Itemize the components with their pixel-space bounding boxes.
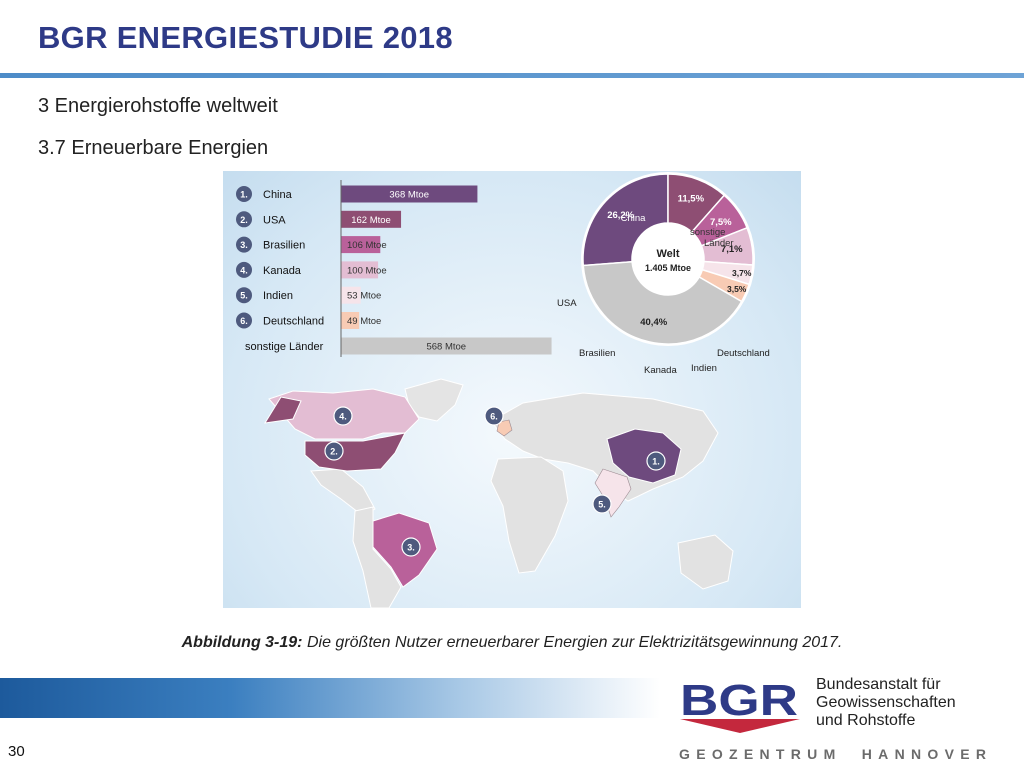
- bar-category-label: China: [263, 189, 293, 201]
- geozentrum-word: GEOZENTRUM: [679, 746, 842, 762]
- donut-center-value: 1.405 Mtoe: [645, 263, 691, 273]
- map-rank-marker: [333, 406, 353, 426]
- page-number: 30: [8, 743, 25, 760]
- slice-percent-label: 11,5%: [678, 194, 705, 205]
- map-rank-number: 3.: [407, 543, 415, 553]
- map-china: [606, 428, 682, 484]
- map-germany: [496, 419, 513, 437]
- map-rank-number: 4.: [339, 412, 347, 422]
- figure-svg: 1. China 368 Mtoe 2. USA 162 Mtoe 3. Brasilien 1…: [236, 172, 770, 608]
- slice-percent-label: 3,5%: [727, 284, 747, 294]
- bar-value-label: 106 Mtoe: [347, 240, 387, 251]
- slice-percent-label: 7,1%: [721, 244, 743, 255]
- bar: [341, 210, 402, 228]
- rank-badge: [236, 211, 252, 228]
- slice-percent-label: 7,5%: [710, 217, 732, 228]
- donut-outer-label: Länder: [704, 238, 734, 249]
- rank-number: 6.: [240, 316, 248, 326]
- geozentrum-hannover: GEOZENTRUM HANNOVER: [679, 746, 992, 762]
- rank-number: 5.: [240, 291, 248, 301]
- map-rank-number: 1.: [652, 457, 660, 467]
- donut-outer-label: Deutschland: [717, 348, 770, 359]
- hannover-word: HANNOVER: [861, 746, 993, 762]
- map-rank-marker: [401, 537, 421, 557]
- bar-value-label: 568 Mtoe: [426, 342, 466, 353]
- bar-category-label: Indien: [263, 290, 293, 302]
- bar-category-label: Kanada: [263, 265, 302, 277]
- donut-outer-label: China: [621, 213, 647, 224]
- map-india: [594, 468, 632, 518]
- bar-value-label: 53 Mtoe: [347, 291, 381, 302]
- map-alaska: [264, 396, 302, 424]
- section-heading: 3 Energierohstoffe weltweit: [38, 95, 278, 117]
- figure-panel: 1. China 368 Mtoe 2. USA 162 Mtoe 3. Brasilien 1…: [223, 171, 801, 608]
- institute-name: Bundesanstalt für Geowissenschaften und …: [816, 676, 956, 730]
- rank-number: 1.: [240, 190, 248, 200]
- map-south-america-rest: [352, 506, 402, 608]
- donut-outer-label: USA: [557, 298, 577, 309]
- rank-badge: [236, 312, 252, 329]
- bar-category-label: Brasilien: [263, 240, 305, 252]
- bar-category-label: Deutschland: [263, 316, 324, 328]
- institute-line: Bundesanstalt für: [816, 676, 941, 693]
- map-rank-marker: [646, 451, 666, 471]
- donut-chart: 26,2% 11,5% 7,5% 7,1% 3,7% 3,5% 40,4% Welt 1.405…: [557, 172, 770, 376]
- bar: [341, 312, 360, 329]
- rank-badge: [236, 287, 252, 304]
- caption-label: Abbildung 3-19:: [181, 634, 303, 651]
- bar: [341, 236, 381, 254]
- institute-line: Geowissenschaften: [816, 694, 956, 711]
- slice-percent-label: 26,2%: [607, 210, 634, 221]
- donut-outer-label: Brasilien: [579, 348, 615, 359]
- logo-text: BGR: [680, 677, 798, 725]
- rank-number: 3.: [240, 240, 248, 250]
- title-rule: [0, 73, 1024, 78]
- institute-line: und Rohstoffe: [816, 712, 916, 729]
- bar-value-label: 368 Mtoe: [389, 190, 429, 201]
- bar-category-label: sonstige Länder: [245, 341, 324, 353]
- map-rank-marker: [592, 494, 612, 514]
- donut-slice: [582, 260, 743, 345]
- rank-number: 2.: [240, 215, 248, 225]
- donut-slice: [582, 173, 669, 267]
- bar-chart: 1. China 368 Mtoe 2. USA 162 Mtoe 3. Brasilien 1…: [236, 180, 552, 357]
- bar: [341, 185, 478, 203]
- logo-triangle: [680, 719, 800, 733]
- bgr-logo: BGR: [680, 677, 800, 733]
- caption-text: Die größten Nutzer erneuerbarer Energien…: [302, 634, 843, 651]
- bar-value-label: 49 Mtoe: [347, 316, 381, 327]
- bar: [341, 286, 361, 304]
- rank-badge: [236, 236, 252, 253]
- map-africa: [490, 456, 569, 574]
- map-rank-marker: [484, 406, 504, 426]
- bar-category-label: USA: [263, 214, 286, 226]
- map-rank-marker: [324, 441, 344, 461]
- rank-badge: [236, 261, 252, 278]
- map-markers: 1. 2. 3. 4. 5. 6.: [324, 406, 666, 557]
- rank-badge: [236, 186, 252, 202]
- slice-percent-label: 40,4%: [640, 317, 667, 328]
- donut-center-title: Welt: [656, 248, 679, 260]
- bar: [341, 337, 552, 355]
- donut-outer-label: Indien: [691, 363, 717, 374]
- donut-outer-label: sonstige: [690, 227, 725, 238]
- map-rank-number: 5.: [598, 500, 606, 510]
- slide-title: BGR ENERGIESTUDIE 2018: [38, 20, 453, 55]
- subsection-heading: 3.7 Erneuerbare Energien: [38, 137, 269, 159]
- donut-hole: [633, 224, 703, 294]
- rank-number: 4.: [240, 265, 248, 275]
- map-australia: [677, 534, 734, 590]
- map-rank-number: 6.: [490, 412, 498, 422]
- footer-band: [0, 678, 660, 718]
- bar-value-label: 100 Mtoe: [347, 265, 387, 276]
- donut-outer-label: Kanada: [644, 365, 677, 376]
- bar: [341, 261, 379, 279]
- map-rank-number: 2.: [330, 447, 338, 457]
- bar-value-label: 162 Mtoe: [351, 215, 391, 226]
- figure-caption: Abbildung 3-19: Die größten Nutzer erneu…: [0, 634, 1024, 652]
- slice-percent-label: 3,7%: [732, 268, 752, 278]
